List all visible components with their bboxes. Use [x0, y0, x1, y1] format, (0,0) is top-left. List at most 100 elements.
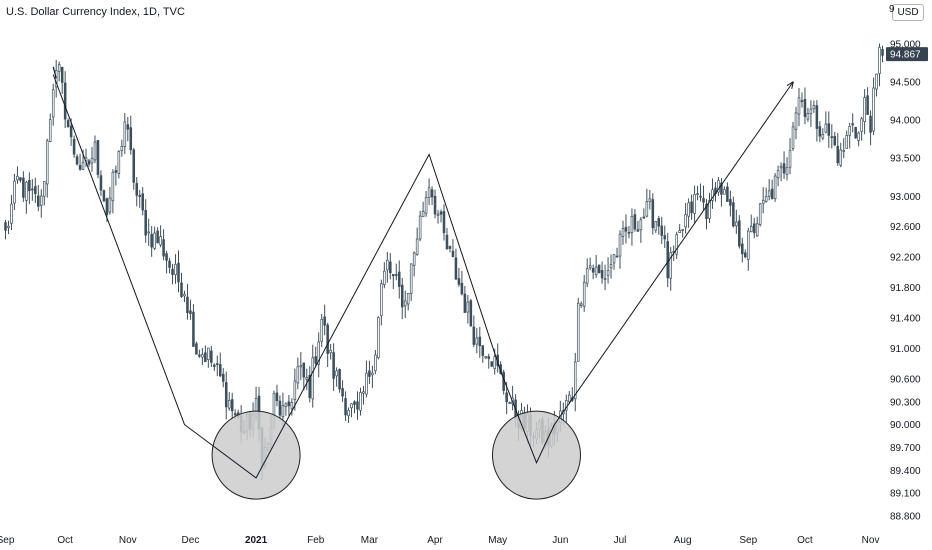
candle-body [767, 190, 771, 197]
candle-body [45, 140, 49, 185]
candle-body [75, 156, 79, 165]
candle-body [478, 336, 482, 347]
candle-body [162, 239, 165, 257]
candle-body [51, 89, 55, 118]
candle-body [627, 231, 631, 234]
candle-body [216, 363, 219, 365]
candle-body [723, 189, 726, 195]
candle-body [174, 264, 177, 276]
x-tick-label: Oct [57, 535, 73, 546]
candle-body [451, 250, 455, 258]
candle-body [815, 105, 819, 129]
candle [159, 225, 162, 248]
candle-body [168, 260, 171, 268]
candle [809, 100, 813, 127]
candle-body [189, 310, 192, 314]
candle-body [290, 402, 294, 410]
candle [177, 250, 180, 293]
candle-body [866, 95, 869, 115]
candle-body [687, 202, 690, 217]
candle-body [195, 343, 198, 355]
candle [227, 392, 231, 411]
candle-body [16, 175, 19, 181]
candle-body [565, 400, 568, 411]
candle [174, 254, 177, 284]
candle [478, 326, 482, 358]
candle [603, 264, 607, 291]
candle-body [204, 352, 207, 363]
candle-body [311, 357, 315, 400]
candle-body [365, 372, 368, 395]
candle-body [69, 125, 73, 138]
candle [156, 227, 159, 244]
candle [669, 247, 672, 291]
candle [794, 106, 798, 140]
candle [678, 224, 681, 233]
candle-body [657, 218, 661, 227]
candle [791, 121, 795, 151]
pattern-start-arrow [52, 66, 57, 79]
x-tick-label: Oct [797, 535, 813, 546]
candle-body [696, 193, 699, 195]
candle-body [421, 211, 425, 218]
candle-body [809, 108, 813, 115]
x-tick-label: Mar [361, 535, 379, 546]
candle-body [278, 400, 282, 416]
candle-body [362, 391, 365, 394]
candle [457, 267, 461, 287]
candle-body [218, 364, 222, 377]
candle [660, 216, 664, 244]
candle-body [287, 401, 291, 407]
price-axis: 95.000 94.500 94.000 93.500 93.000 92.600 92.2… [886, 40, 928, 523]
y-tick-label: 91.400 [890, 314, 921, 325]
candle [696, 186, 699, 201]
candle [183, 290, 186, 302]
candle-body [329, 349, 332, 354]
y-tick-label: 92.200 [890, 253, 921, 264]
candle-body [782, 163, 786, 174]
candle [597, 264, 601, 274]
candle-body [445, 234, 449, 250]
candle [22, 171, 25, 202]
x-tick-label: Sep [739, 535, 757, 546]
candle [317, 332, 320, 378]
currency-button[interactable]: USD [892, 4, 924, 21]
candle [633, 208, 637, 232]
candle-body [645, 201, 649, 217]
candle-body [386, 259, 389, 271]
x-tick-label: Jul [614, 535, 627, 546]
candle [717, 177, 720, 196]
candle [487, 353, 491, 369]
candle-body [210, 350, 213, 363]
candle [854, 126, 857, 139]
candle [803, 87, 807, 125]
candle-body [726, 186, 729, 202]
candle [690, 194, 693, 220]
candle-body [356, 401, 359, 410]
candle [332, 343, 335, 391]
candle-body [794, 112, 798, 130]
candle-body [415, 238, 419, 255]
candle-body [481, 345, 485, 356]
candle [72, 135, 76, 158]
candle-body [827, 123, 831, 136]
candle-body [159, 236, 162, 246]
candle [573, 352, 577, 412]
candle [347, 407, 350, 423]
candle [424, 191, 428, 217]
candle-body [397, 271, 401, 287]
candle-body [126, 124, 130, 130]
candle-body [669, 252, 672, 279]
candle [436, 210, 440, 224]
candle [415, 227, 419, 256]
x-tick-label: Feb [307, 535, 325, 546]
candle-body [138, 195, 142, 197]
candle-body [147, 231, 150, 234]
candle-body [463, 293, 467, 313]
candle [278, 395, 282, 419]
candle [386, 252, 389, 283]
candle-body [875, 73, 878, 90]
candle [752, 217, 756, 239]
candle [591, 264, 595, 280]
